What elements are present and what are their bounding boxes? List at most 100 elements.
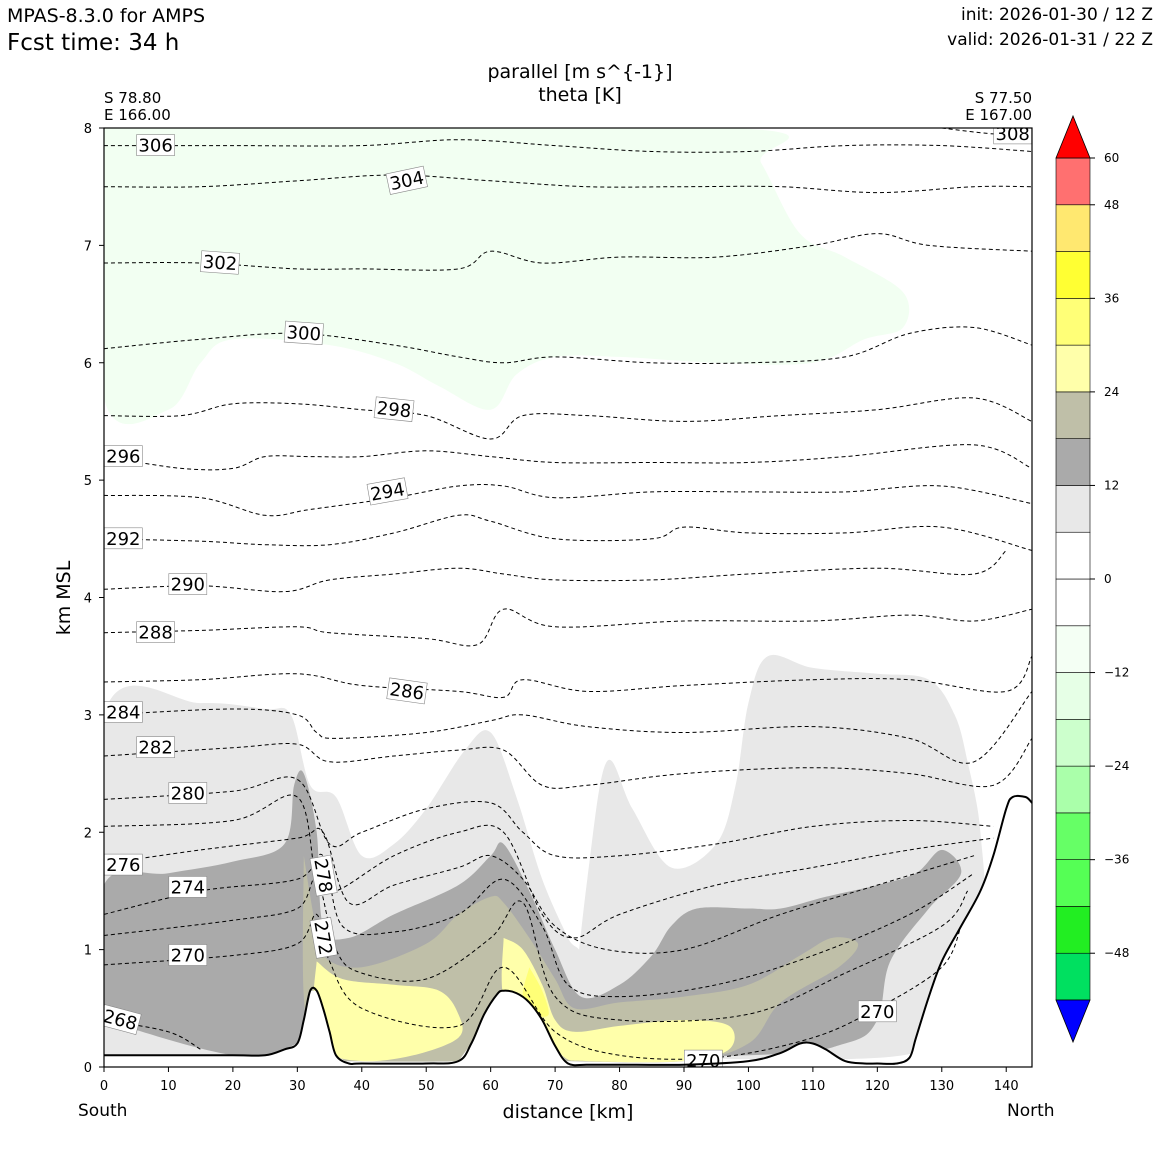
wind-shading-layer (104, 128, 1032, 1067)
theta-label-274: 274 (168, 876, 208, 898)
colorbar-tick-label-24: 24 (1104, 385, 1119, 399)
x-tick-label-0: 0 (100, 1079, 108, 1094)
svg-text:270: 270 (686, 1051, 720, 1072)
x-tick-label-40: 40 (354, 1079, 371, 1094)
init-time: init: 2026-01-30 / 12 Z (960, 5, 1153, 25)
theta-contour-274 (104, 853, 975, 998)
colorbar-tick-label--12: −12 (1104, 666, 1129, 680)
x-tick-label-30: 30 (289, 1079, 306, 1094)
svg-text:270: 270 (171, 946, 205, 967)
svg-text:308: 308 (996, 124, 1030, 145)
colorbar-tick-label--36: −36 (1104, 853, 1129, 867)
y-tick-label-6: 6 (84, 357, 92, 372)
svg-text:274: 274 (171, 877, 205, 898)
colorbar-bin-24-30 (1055, 344, 1091, 393)
chart-title-theta: theta [K] (538, 84, 622, 106)
svg-text:298: 298 (376, 398, 412, 422)
theta-label-270: 270 (168, 944, 208, 967)
theta-label-290: 290 (168, 573, 208, 596)
theta-label-308: 308 (993, 124, 1032, 145)
theta-contour-302 (104, 233, 1032, 271)
colorbar-bin--6-0 (1055, 578, 1091, 627)
theta-label-272: 272 (309, 916, 338, 959)
colorbar-bin-30-36 (1055, 298, 1091, 346)
y-tick-label-8: 8 (84, 122, 92, 137)
colorbar-bin--54--48 (1055, 952, 1091, 1001)
terrain-layer (104, 794, 1033, 1067)
theta-contour-272 (104, 877, 969, 1023)
svg-text:280: 280 (171, 784, 205, 805)
left-endpoint-lon: E 166.00 (104, 106, 171, 124)
theta-contour-298 (104, 397, 1032, 440)
colorbar-extend-max (1055, 114, 1091, 159)
svg-text:282: 282 (138, 738, 172, 759)
theta-label-280: 280 (168, 782, 208, 805)
x-tick-label-50: 50 (418, 1079, 435, 1094)
colorbar-extend-min (1055, 999, 1091, 1044)
y-tick-label-4: 4 (84, 592, 92, 607)
svg-text:294: 294 (369, 479, 406, 506)
theta-contour-270 (104, 913, 962, 1060)
theta-contour-278 (104, 794, 994, 939)
x-tick-label-120: 120 (865, 1079, 890, 1094)
colorbar-bin--24--18 (1055, 719, 1091, 767)
colorbar-bin--12--6 (1055, 625, 1091, 673)
theta-contour-286 (104, 655, 1032, 699)
svg-text:276: 276 (106, 855, 140, 876)
colorbar-tick-label--24: −24 (1104, 759, 1129, 773)
x-tick-label-80: 80 (611, 1079, 628, 1094)
left-endpoint-lat: S 78.80 (104, 89, 162, 107)
theta-label-282: 282 (136, 736, 175, 759)
x-tick-label-110: 110 (800, 1079, 825, 1094)
theta-label-284: 284 (104, 701, 143, 724)
forecast-time: Fcst time: 34 h (7, 30, 180, 56)
colorbar-bin-36-42 (1055, 251, 1091, 299)
direction-south: South (78, 1101, 128, 1121)
theta-label-270: 270 (857, 1000, 897, 1023)
colorbar-bin-18-24 (1055, 391, 1091, 439)
theta-contour-306 (104, 139, 1032, 153)
y-axis-label: km MSL (53, 560, 75, 635)
valid-time: valid: 2026-01-31 / 22 Z (947, 30, 1153, 50)
chart-title-wind: parallel [m s^{-1}] (487, 61, 673, 83)
colorbar-bin--48--42 (1055, 906, 1091, 954)
theta-label-302: 302 (200, 250, 241, 275)
y-tick-label-7: 7 (84, 239, 92, 254)
colorbar-bin-6-12 (1055, 485, 1091, 533)
theta-label-292: 292 (104, 527, 143, 550)
theta-contour-308 (941, 128, 1032, 135)
shade-paleyellow-1 (313, 961, 463, 1062)
right-endpoint-lon: E 167.00 (965, 106, 1032, 124)
x-tick-label-10: 10 (160, 1079, 177, 1094)
svg-text:296: 296 (106, 447, 140, 468)
svg-text:306: 306 (138, 136, 172, 157)
theta-contour-276 (104, 827, 975, 954)
theta-contour-292 (104, 514, 1032, 551)
y-axis: 0 1 2 3 4 5 6 7 8 (84, 122, 104, 1076)
shade-green-upper (104, 128, 910, 425)
svg-text:290: 290 (171, 575, 205, 596)
svg-text:292: 292 (106, 529, 140, 550)
theta-label-296: 296 (104, 445, 143, 468)
colorbar-bin--18--12 (1055, 672, 1091, 720)
colorbar: 60 48 36 24 12 0 −12 −24 −36 −48 (1055, 114, 1129, 1044)
theta-contour-280 (104, 776, 994, 859)
svg-text:302: 302 (202, 252, 238, 275)
theta-label-298: 298 (373, 396, 415, 422)
x-axis-label: distance [km] (503, 1101, 634, 1123)
colorbar-bin-42-48 (1055, 204, 1091, 252)
theta-label-288: 288 (136, 621, 175, 644)
x-tick-label-60: 60 (482, 1079, 499, 1094)
theta-label-306: 306 (136, 134, 175, 157)
theta-contour-304 (104, 174, 1032, 194)
x-tick-label-70: 70 (547, 1079, 564, 1094)
terrain-line (104, 794, 1033, 1067)
theta-label-300: 300 (283, 320, 324, 346)
x-tick-label-100: 100 (736, 1079, 761, 1094)
y-tick-label-2: 2 (84, 826, 92, 841)
x-tick-label-20: 20 (225, 1079, 242, 1094)
colorbar-tick-label--48: −48 (1104, 946, 1129, 960)
colorbar-bin--42--36 (1055, 859, 1091, 907)
